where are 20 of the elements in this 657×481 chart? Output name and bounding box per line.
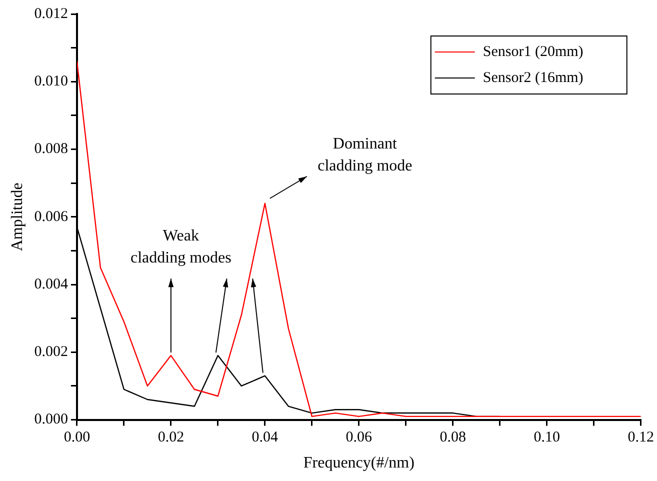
x-axis-title: Frequency(#/nm): [303, 454, 414, 472]
x-tick-label: 0.00: [64, 430, 90, 446]
x-tick-label: 0.10: [534, 430, 560, 446]
x-tick-label: 0.08: [440, 430, 466, 446]
y-tick-label: 0.008: [34, 141, 68, 158]
y-tick-label: 0.002: [34, 344, 68, 360]
y-tick-label: 0.004: [34, 276, 68, 292]
y-axis-title: Amplitude: [8, 182, 26, 252]
x-tick-label: 0.12: [628, 430, 654, 446]
y-tick-label: 0.006: [34, 208, 68, 225]
legend-label: Sensor1 (20mm): [482, 44, 584, 60]
y-tick-label: 0.010: [34, 74, 68, 90]
x-tick-label: 0.04: [252, 430, 279, 446]
x-tick-label: 0.02: [158, 430, 184, 446]
legend-label: Sensor2 (16mm): [482, 70, 584, 86]
x-tick-label: 0.06: [346, 430, 373, 446]
y-tick-label: 0.012: [34, 6, 68, 22]
y-tick-label: 0.000: [34, 412, 68, 428]
annotation: Dominant cladding mode: [318, 135, 412, 174]
annotation: Weak cladding modes: [130, 228, 232, 267]
